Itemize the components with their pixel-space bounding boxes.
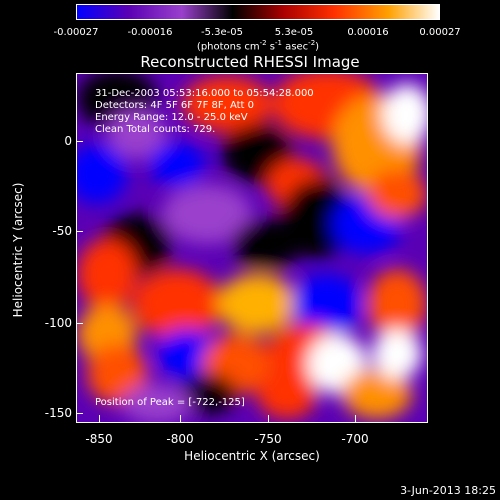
y-tick-mark xyxy=(76,231,83,232)
intensity-region xyxy=(122,384,192,422)
intensity-region xyxy=(292,274,362,334)
y-axis-label: Heliocentric Y (arcsec) xyxy=(11,182,25,318)
x-tick-mark xyxy=(180,415,181,422)
x-tick-label: -700 xyxy=(341,432,369,446)
colorbar-tick: 0.00016 xyxy=(347,27,389,38)
intensity-region xyxy=(342,369,412,419)
intensity-region xyxy=(372,329,422,379)
y-tick-mark xyxy=(76,141,83,142)
intensity-region xyxy=(182,76,272,132)
colorbar-tick: 5.3e-05 xyxy=(274,27,314,38)
rhessi-image-svg xyxy=(77,74,427,422)
intensity-region xyxy=(77,144,127,204)
info-energy-range: Energy Range: 12.0 - 25.0 keV xyxy=(95,112,248,123)
intensity-region xyxy=(107,109,167,159)
y-tick-label: -150 xyxy=(44,406,72,420)
intensity-region xyxy=(232,219,302,269)
datestamp: 3-Jun-2013 18:25 xyxy=(400,484,496,497)
x-axis-label: Heliocentric X (arcsec) xyxy=(184,449,320,463)
x-tick-label: -800 xyxy=(166,432,194,446)
intensity-region xyxy=(87,344,147,404)
x-tick-label: -750 xyxy=(254,432,282,446)
peak-position: Position of Peak = [-722,-125] xyxy=(95,397,245,408)
colorbar-unit: (photons cm-2 s-1 asec-2) xyxy=(196,39,320,53)
intensity-region xyxy=(149,142,205,186)
intensity-region xyxy=(162,184,252,244)
y-tick-label: 0 xyxy=(64,134,72,148)
info-clean: Clean Total counts: 729. xyxy=(95,124,216,135)
intensity-region xyxy=(217,274,297,334)
intensity-region xyxy=(367,269,427,339)
intensity-region xyxy=(77,239,137,309)
intensity-region xyxy=(367,169,427,219)
colorbar-tick: -5.3e-05 xyxy=(201,27,243,38)
info-time-range: 31-Dec-2003 05:53:16.000 to 05:54:28.000 xyxy=(95,88,314,99)
x-tick-mark xyxy=(268,415,269,422)
rhessi-image xyxy=(76,73,428,423)
colorbar xyxy=(76,4,440,20)
colorbar-tick: -0.00027 xyxy=(53,27,99,38)
y-tick-label: -100 xyxy=(44,316,72,330)
y-tick-mark xyxy=(76,413,83,414)
x-tick-mark xyxy=(99,415,100,422)
intensity-region xyxy=(132,269,222,339)
info-detectors: Detectors: 4F 5F 6F 7F 8F, Att 0 xyxy=(95,100,255,111)
colorbar-tick: 0.00027 xyxy=(419,27,461,38)
x-tick-mark xyxy=(355,415,356,422)
image-title: Reconstructed RHESSI Image xyxy=(140,53,360,71)
intensity-region xyxy=(257,369,317,419)
x-tick-label: -850 xyxy=(85,432,113,446)
intensity-region xyxy=(382,84,427,144)
colorbar-tick: -0.00016 xyxy=(127,27,173,38)
y-tick-label: -50 xyxy=(52,224,72,238)
y-tick-mark xyxy=(76,323,83,324)
intensity-region xyxy=(157,329,217,379)
